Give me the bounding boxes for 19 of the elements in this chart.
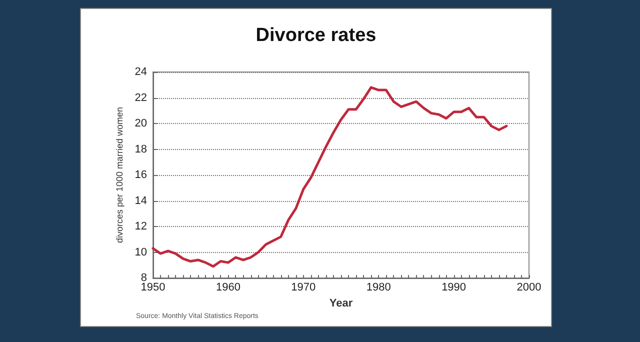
x-tick-label: 1950	[140, 282, 166, 294]
y-axis-title: divorces per 1000 married women	[114, 106, 124, 244]
y-tick-label: 22	[134, 92, 147, 104]
x-tick-label: 2000	[516, 282, 542, 294]
x-axis-title: Year	[329, 297, 354, 310]
y-tick-label: 18	[134, 143, 147, 156]
x-tick-label: 1970	[291, 282, 316, 294]
chart-title: Divorce rates	[256, 25, 376, 46]
y-tick-label: 10	[134, 246, 147, 258]
x-tick-label: 1990	[442, 282, 466, 294]
line-series	[152, 86, 508, 268]
y-tick-label: 24	[134, 66, 147, 78]
y-tick-label: 20	[134, 118, 147, 130]
x-tick-label: 1980	[366, 282, 391, 294]
y-tick-label: 16	[134, 169, 147, 181]
y-tick-label: 14	[134, 194, 147, 207]
y-tick-label: 12	[134, 220, 147, 232]
y-tick-label: 8	[140, 272, 147, 284]
x-tick-label: 1960	[216, 282, 240, 294]
